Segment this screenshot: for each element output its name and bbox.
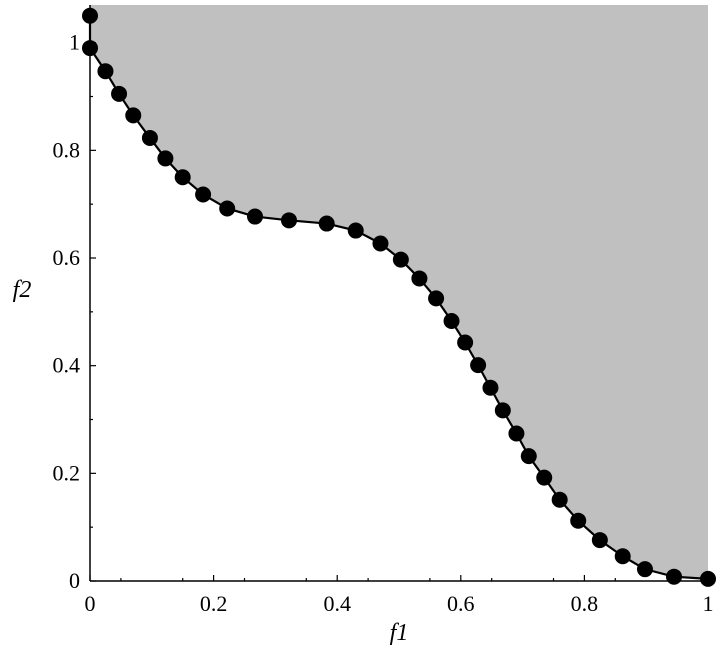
data-point-10 — [247, 208, 264, 225]
data-point-9 — [219, 200, 236, 217]
plot-area — [82, 5, 716, 587]
x-tick-label: 0.4 — [323, 591, 351, 616]
y-tick-label: 0.2 — [53, 460, 81, 485]
data-point-2 — [97, 63, 114, 80]
data-point-7 — [174, 169, 191, 186]
data-point-30 — [636, 561, 653, 578]
data-point-5 — [141, 129, 158, 146]
x-tick-label: 0.6 — [447, 591, 475, 616]
x-tick-label: 0.8 — [571, 591, 599, 616]
data-point-29 — [614, 548, 631, 565]
data-point-4 — [125, 107, 142, 124]
data-point-6 — [157, 150, 174, 167]
y-tick-label: 0.4 — [53, 353, 81, 378]
data-point-8 — [195, 186, 212, 203]
data-point-26 — [551, 491, 568, 508]
data-point-25 — [536, 469, 553, 486]
data-point-27 — [570, 512, 587, 529]
data-point-20 — [470, 357, 487, 374]
data-point-17 — [428, 290, 445, 307]
data-point-3 — [111, 85, 128, 102]
y-tick-label: 1 — [69, 30, 80, 55]
data-point-14 — [372, 235, 389, 252]
data-point-31 — [666, 568, 683, 585]
data-point-18 — [443, 312, 460, 329]
data-point-12 — [318, 215, 335, 232]
x-axis-title: f1 — [390, 620, 409, 646]
y-tick-label: 0.8 — [53, 137, 81, 162]
y-axis-title: f2 — [13, 277, 32, 303]
x-tick-label: 0.2 — [200, 591, 228, 616]
data-point-23 — [508, 425, 525, 442]
data-point-13 — [347, 222, 364, 239]
dominated-region — [90, 5, 708, 579]
x-tick-label: 1 — [703, 591, 714, 616]
data-point-16 — [411, 270, 428, 287]
x-tick-label: 0 — [85, 591, 96, 616]
data-point-19 — [457, 334, 474, 351]
data-point-22 — [494, 402, 511, 419]
data-point-15 — [392, 251, 409, 268]
axes: 0 0.2 0.4 0.6 0.8 1 0 0.2 0.4 0.6 0.8 1 — [53, 5, 714, 616]
data-point-24 — [520, 448, 537, 465]
data-point-28 — [591, 532, 608, 549]
data-point-21 — [482, 379, 499, 396]
data-point-11 — [280, 212, 297, 229]
y-tick-label: 0 — [69, 568, 80, 593]
y-tick-label: 0.6 — [53, 245, 81, 270]
